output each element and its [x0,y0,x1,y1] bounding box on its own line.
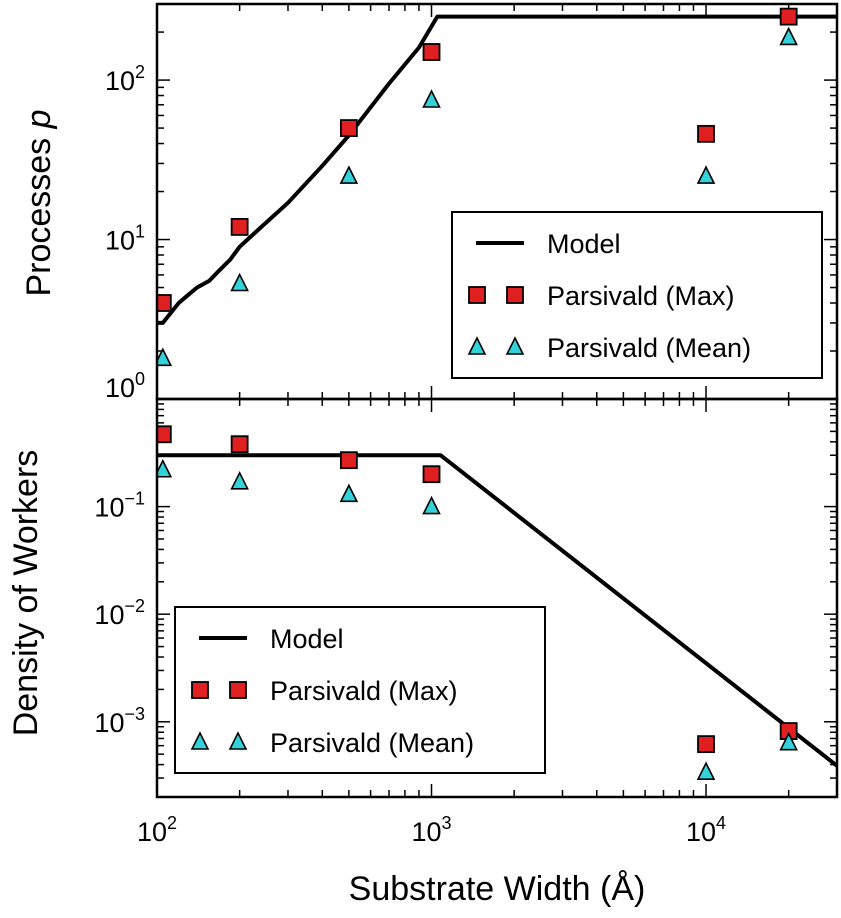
bottom-plot-area [157,425,837,781]
top-y-tick-label-0: 100 [105,369,145,403]
bottom-y-tick-label-2-base: 10 [94,708,124,738]
top-legend-square-swatch-b [506,286,524,304]
top-legend: Model Parsivald (Max) Parsivald (Mean) [451,211,823,379]
bottom-model-line [157,453,837,768]
top-legend-square-swatch-a [468,286,486,304]
top-max-point-1 [230,218,249,236]
bottom-x-tick-label-1-exponent: 3 [442,813,452,833]
bottom-legend-square-swatch-b [229,681,247,699]
top-y-tick-label-2-base: 10 [105,66,135,96]
top-legend-label-1: Parsivald (Max) [547,281,735,311]
bottom-x-tick-label-2-base: 10 [686,817,716,847]
top-plot-area [157,7,837,367]
bottom-y-tick-label-1-base: 10 [94,600,124,630]
bottom-x-tick-label-1: 103 [411,813,451,847]
bottom-legend-square-swatch-a [191,681,209,699]
bottom-y-tick-label-0-base: 10 [94,493,124,523]
top-max-point-0 [157,294,172,312]
top-max-point-2 [339,119,358,137]
bottom-max-point-2 [339,451,358,470]
x-axis-label: Substrate Width (Å) [349,870,646,908]
bottom-max-point-1 [230,435,249,454]
bottom-y-axis-label: Density of Workers [7,450,45,737]
top-y-axis-label-variable: p [20,109,58,129]
bottom-x-tick-labels: 102 103 104 [137,813,726,847]
top-y-tick-label-0-exponent: 0 [135,369,145,389]
top-y-tick-label-0-base: 10 [105,373,135,403]
bottom-max-point-4 [697,735,715,754]
bottom-y-tick-label-1-exponent: −2 [124,596,145,616]
bottom-y-tick-label-2-exponent: −3 [124,704,145,724]
top-legend-label-0: Model [547,229,621,259]
top-model-line [157,14,837,325]
top-mean-point-4 [696,165,716,184]
bottom-legend-label-1: Parsivald (Max) [270,676,458,706]
top-mean-point-2 [339,165,359,184]
bottom-legend-triangle-swatch-a [190,731,210,750]
bottom-mean-point-2 [339,483,359,503]
top-y-tick-label-1-exponent: 1 [135,222,145,242]
top-max-point-5 [779,7,798,26]
bottom-legend-label-2: Parsivald (Mean) [270,728,474,758]
top-legend-entry-1: Parsivald (Max) [468,281,735,311]
bottom-x-tick-label-0-base: 10 [137,817,167,847]
bottom-legend-entry-2: Parsivald (Mean) [190,728,474,758]
bottom-mean-point-1 [230,471,249,490]
bottom-mean-point-5 [779,731,798,751]
top-y-tick-label-1-base: 10 [105,226,135,256]
bottom-y-tick-label-2: 10−3 [94,704,145,738]
bottom-legend-triangle-swatch-b [228,731,248,750]
bottom-max-point-0 [157,425,172,444]
top-y-tick-label-1: 101 [105,222,145,256]
top-legend-triangle-swatch-a [467,336,487,355]
top-mean-point-3 [422,89,441,108]
top-mean-point-0 [157,347,173,367]
bottom-legend-entry-0: Model [199,624,344,654]
top-max-point-3 [422,43,441,61]
bottom-axes-frame [155,397,839,799]
bottom-x-tick-label-2: 104 [686,813,726,847]
top-legend-label-2: Parsivald (Mean) [547,333,751,363]
top-mean-point-1 [230,272,249,292]
top-mean-point-5 [779,26,798,46]
top-y-tick-label-2: 102 [105,62,145,96]
bottom-mean-point-3 [422,495,441,515]
top-legend-triangle-swatch-b [505,336,525,355]
bottom-y-tick-label-0: 10−1 [94,489,145,523]
bottom-y-tick-label-0-exponent: −1 [124,489,145,509]
top-max-point-4 [697,124,715,143]
bottom-legend: Model Parsivald (Max) Parsivald (Mean) [174,606,546,774]
bottom-max-point-3 [422,465,441,484]
bottom-y-tick-label-1: 10−2 [94,596,145,630]
bottom-x-tick-label-0: 102 [137,813,177,847]
bottom-x-tick-label-0-exponent: 2 [167,813,177,833]
top-y-axis-label: Processes p [20,109,58,296]
bottom-mean-point-4 [696,761,716,781]
bottom-x-tick-label-1-base: 10 [411,817,441,847]
top-y-tick-label-2-exponent: 2 [135,62,145,82]
top-legend-entry-0: Model [476,229,621,259]
bottom-mean-point-0 [157,458,173,478]
top-legend-entry-2: Parsivald (Mean) [467,333,751,363]
top-y-axis-label-text: Processes [20,128,58,296]
bottom-y-tick-labels: 10−110−210−3 [94,489,145,738]
bottom-legend-label-0: Model [270,624,344,654]
bottom-legend-entry-1: Parsivald (Max) [191,676,458,706]
bottom-x-tick-label-2-exponent: 4 [716,813,726,833]
